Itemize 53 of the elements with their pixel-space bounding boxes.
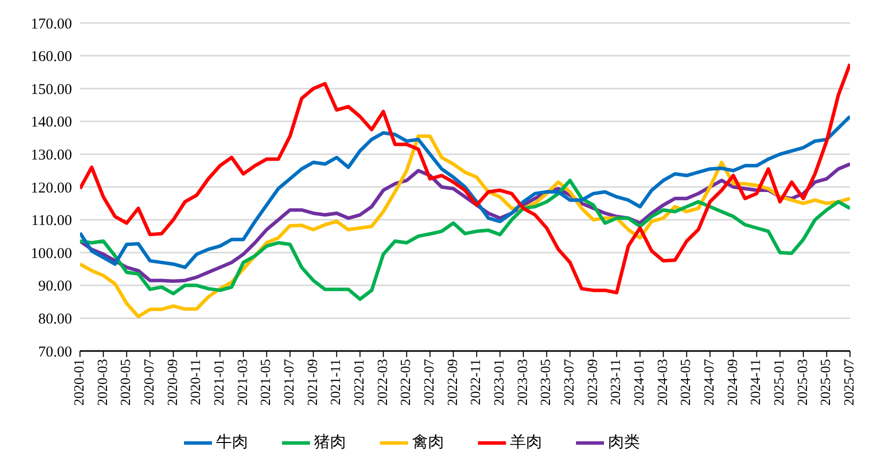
- x-tick-label: 2025-07: [842, 359, 858, 406]
- x-tick-label: 2024-01: [632, 359, 648, 406]
- x-tick-label: 2024-09: [726, 359, 741, 406]
- y-tick-label: 140.00: [30, 114, 72, 131]
- x-tick-label: 2022-03: [376, 359, 391, 406]
- line-series: [80, 62, 850, 294]
- x-tick-label: 2025-05: [819, 359, 834, 406]
- x-tick-label: 2021-09: [306, 359, 321, 406]
- x-tick-label: 2020-07: [142, 359, 158, 406]
- x-tick-label: 2021-01: [212, 359, 228, 406]
- x-tick-label: 2023-03: [516, 359, 531, 406]
- legend-label: 猪肉: [314, 434, 346, 451]
- x-tick-label: 2020-11: [189, 359, 204, 406]
- x-tick-label: 2023-01: [492, 359, 508, 406]
- x-tick-label: 2024-11: [749, 359, 764, 406]
- x-tick-label: 2024-05: [679, 359, 694, 406]
- y-tick-label: 80.00: [38, 312, 72, 328]
- x-tick-label: 2021-07: [282, 359, 298, 406]
- legend-label: 禽肉: [412, 434, 444, 451]
- x-tick-label: 2024-03: [656, 359, 671, 406]
- x-tick-label: 2023-11: [609, 359, 624, 406]
- x-tick-label: 2023-09: [586, 359, 601, 406]
- legend-label: 肉类: [608, 434, 640, 451]
- x-tick-label: 2025-01: [772, 359, 788, 406]
- x-tick-label: 2023-07: [562, 359, 578, 406]
- x-tick-label: 2022-07: [422, 359, 438, 406]
- y-tick-label: 110.00: [31, 213, 72, 230]
- y-tick-label: 100.00: [30, 246, 72, 262]
- x-tick-label: 2020-05: [119, 359, 134, 406]
- x-tick-label: 2025-03: [796, 359, 811, 406]
- y-tick-label: 90.00: [38, 278, 72, 295]
- y-tick-label: 150.00: [30, 82, 72, 98]
- x-tick-label: 2022-05: [399, 359, 414, 406]
- y-tick-label: 130.00: [30, 148, 72, 164]
- x-tick-label: 2020-09: [166, 359, 181, 406]
- x-tick-label: 2022-09: [446, 359, 461, 406]
- x-tick-label: 2022-01: [352, 359, 368, 406]
- legend-label: 羊肉: [510, 434, 542, 451]
- x-tick-label: 2020-03: [96, 359, 111, 406]
- y-tick-label: 170.00: [30, 16, 72, 32]
- legend-label: 牛肉: [216, 434, 248, 451]
- x-tick-label: 2021-03: [236, 359, 251, 406]
- line-series: [80, 178, 850, 301]
- x-tick-label: 2020-01: [72, 359, 88, 406]
- y-tick-label: 70.00: [38, 344, 72, 360]
- y-tick-label: 160.00: [30, 49, 72, 66]
- x-tick-label: 2021-05: [259, 359, 274, 406]
- line-series: [80, 114, 850, 270]
- y-tick-label: 120.00: [30, 180, 72, 196]
- x-tick-label: 2022-11: [469, 359, 484, 406]
- x-tick-label: 2023-05: [539, 359, 554, 406]
- x-tick-label: 2021-11: [329, 359, 344, 406]
- x-tick-label: 2024-07: [702, 359, 718, 406]
